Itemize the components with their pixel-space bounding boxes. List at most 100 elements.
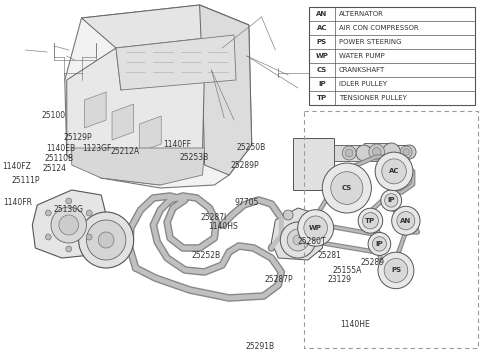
Text: IP: IP xyxy=(318,81,326,87)
Circle shape xyxy=(293,235,303,245)
Circle shape xyxy=(378,252,414,289)
Polygon shape xyxy=(271,208,323,260)
Circle shape xyxy=(392,206,420,235)
Polygon shape xyxy=(32,190,106,258)
Circle shape xyxy=(283,210,293,220)
Text: 25212A: 25212A xyxy=(110,147,139,156)
Circle shape xyxy=(287,229,309,251)
Text: 1140FR: 1140FR xyxy=(4,198,33,207)
Circle shape xyxy=(372,148,381,156)
Circle shape xyxy=(45,234,51,240)
Text: 25287I: 25287I xyxy=(200,213,226,221)
Polygon shape xyxy=(65,5,252,188)
Polygon shape xyxy=(140,116,161,152)
Circle shape xyxy=(66,246,72,252)
Bar xyxy=(364,143,392,161)
Text: 1140HE: 1140HE xyxy=(340,321,370,329)
Text: WATER PUMP: WATER PUMP xyxy=(339,53,384,59)
Circle shape xyxy=(381,190,402,211)
Circle shape xyxy=(383,143,400,161)
Circle shape xyxy=(402,145,416,159)
Text: CS: CS xyxy=(342,185,352,191)
Text: WP: WP xyxy=(309,225,322,231)
Circle shape xyxy=(384,193,398,207)
Text: 25130G: 25130G xyxy=(53,205,83,214)
Text: 23129: 23129 xyxy=(328,275,352,284)
Text: CRANKSHAFT: CRANKSHAFT xyxy=(339,67,385,73)
Circle shape xyxy=(86,234,92,240)
Circle shape xyxy=(59,215,79,235)
Text: AN: AN xyxy=(400,218,411,224)
Text: AC: AC xyxy=(317,25,327,31)
Text: 25250B: 25250B xyxy=(237,143,266,151)
Text: 25287P: 25287P xyxy=(264,275,293,284)
Circle shape xyxy=(298,210,334,246)
Bar xyxy=(392,145,409,159)
Polygon shape xyxy=(72,148,204,185)
Circle shape xyxy=(362,213,378,229)
Text: 25280T: 25280T xyxy=(298,237,326,246)
Text: 1140FZ: 1140FZ xyxy=(2,162,31,171)
Polygon shape xyxy=(116,35,236,90)
Text: 25281: 25281 xyxy=(318,252,342,260)
Text: IP: IP xyxy=(375,241,383,247)
Circle shape xyxy=(358,208,383,233)
Circle shape xyxy=(280,222,316,258)
Polygon shape xyxy=(82,5,249,48)
Circle shape xyxy=(375,152,413,191)
Text: 25252B: 25252B xyxy=(192,252,221,260)
Circle shape xyxy=(345,149,353,157)
Circle shape xyxy=(66,198,72,204)
Text: 25155A: 25155A xyxy=(332,266,361,275)
Polygon shape xyxy=(200,5,252,175)
Text: 25289: 25289 xyxy=(360,258,384,266)
Circle shape xyxy=(397,212,415,230)
Text: PS: PS xyxy=(317,39,327,45)
Circle shape xyxy=(372,237,386,251)
Bar xyxy=(304,111,478,348)
Circle shape xyxy=(304,216,327,240)
Circle shape xyxy=(86,220,126,260)
Circle shape xyxy=(356,145,372,161)
Text: CS: CS xyxy=(317,67,327,73)
Text: 25110B: 25110B xyxy=(44,155,73,163)
Text: IP: IP xyxy=(387,197,395,203)
Text: 25111P: 25111P xyxy=(12,176,40,185)
Text: 25124: 25124 xyxy=(42,164,66,173)
Circle shape xyxy=(342,146,356,160)
Circle shape xyxy=(79,212,133,268)
Bar xyxy=(335,145,364,161)
Text: TP: TP xyxy=(317,95,327,101)
Circle shape xyxy=(400,146,412,158)
Circle shape xyxy=(51,207,86,243)
Polygon shape xyxy=(67,48,204,185)
Circle shape xyxy=(369,144,384,160)
Polygon shape xyxy=(84,92,106,128)
Text: POWER STEERING: POWER STEERING xyxy=(339,39,401,45)
Text: 25253B: 25253B xyxy=(180,154,209,162)
Circle shape xyxy=(322,163,372,213)
Text: AN: AN xyxy=(316,11,327,17)
Circle shape xyxy=(368,232,391,256)
Text: 25291B: 25291B xyxy=(246,342,275,351)
Text: 1123GF: 1123GF xyxy=(82,144,111,152)
Circle shape xyxy=(403,149,409,155)
Text: 25129P: 25129P xyxy=(63,133,92,142)
Text: AIR CON COMPRESSOR: AIR CON COMPRESSOR xyxy=(339,25,419,31)
Text: IDLER PULLEY: IDLER PULLEY xyxy=(339,81,387,87)
Bar xyxy=(293,138,335,190)
Text: TP: TP xyxy=(365,218,375,224)
Text: 25289P: 25289P xyxy=(231,161,260,170)
Polygon shape xyxy=(112,104,133,140)
Circle shape xyxy=(98,232,114,248)
Text: 1140EB: 1140EB xyxy=(46,144,75,152)
Text: PS: PS xyxy=(391,268,401,273)
Circle shape xyxy=(86,210,92,216)
Text: 97705: 97705 xyxy=(234,198,258,207)
Text: 1140FF: 1140FF xyxy=(163,140,191,149)
Text: ALTERNATOR: ALTERNATOR xyxy=(339,11,384,17)
Circle shape xyxy=(384,258,408,282)
Circle shape xyxy=(45,210,51,216)
Circle shape xyxy=(382,159,407,184)
Text: 25100: 25100 xyxy=(42,111,66,120)
